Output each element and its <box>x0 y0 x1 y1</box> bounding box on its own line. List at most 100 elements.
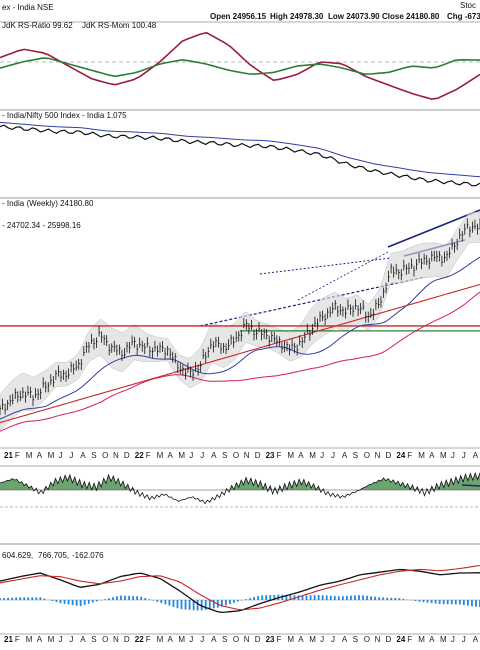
trendline-upper <box>387 209 480 248</box>
x-tick-label: F <box>15 635 20 644</box>
x-tick-label: A <box>298 451 304 460</box>
x-tick-label: J <box>69 451 73 460</box>
x-tick-label: 21 <box>4 635 13 644</box>
x-tick-label: A <box>342 635 348 644</box>
x-tick-label: N <box>244 635 250 644</box>
x-tick-label: A <box>473 635 479 644</box>
horizontal-lines <box>0 325 480 332</box>
x-tick-label: A <box>168 451 174 460</box>
header-open: Open 24956.15 <box>210 12 267 21</box>
rrg-series-1 <box>0 57 480 78</box>
x-tick-label: 22 <box>135 635 144 644</box>
x-tick-label: 24 <box>396 635 405 644</box>
x-tick-label: J <box>451 635 455 644</box>
x-tick-label: M <box>48 635 55 644</box>
macd-signal-line <box>0 564 480 611</box>
x-tick-label: F <box>407 635 412 644</box>
x-tick-label: A <box>473 451 479 460</box>
macd-label-b: 766.705, <box>38 551 69 560</box>
x-tick-label: M <box>178 451 185 460</box>
x-tick-label: A <box>80 635 86 644</box>
x-tick-label: M <box>309 451 316 460</box>
rrg-label-mom: JdK RS-Mom 100.48 <box>82 21 157 30</box>
osc-trendline <box>461 484 480 487</box>
x-tick-label: A <box>168 635 174 644</box>
x-tick-label: 22 <box>135 451 144 460</box>
x-tick-label: F <box>146 635 151 644</box>
x-tick-label: N <box>244 451 250 460</box>
x-tick-label: F <box>15 451 20 460</box>
x-tick-label: M <box>157 635 164 644</box>
x-tick-label: J <box>59 635 63 644</box>
x-tick-label: M <box>287 451 294 460</box>
dotted-line-inner <box>297 251 389 301</box>
x-tick-label: A <box>80 451 86 460</box>
osc-line <box>0 472 480 505</box>
rrg-label-ratio: JdK RS-Ratio 99.62 <box>2 21 73 30</box>
relative-label: - India/Nifty 500 Index - India 1.075 <box>2 111 127 120</box>
x-tick-label: S <box>353 451 358 460</box>
header-chg: Chg -673 <box>447 12 480 21</box>
x-tick-label: A <box>298 635 304 644</box>
ma-short <box>0 256 480 420</box>
x-tick-label: J <box>189 451 193 460</box>
x-tick-label: J <box>189 635 193 644</box>
x-tick-label: M <box>418 451 425 460</box>
x-tick-label: J <box>200 635 204 644</box>
x-tick-label: M <box>48 451 55 460</box>
x-tick-label: O <box>364 635 370 644</box>
x-tick-label: J <box>320 451 324 460</box>
x-tick-label: J <box>200 451 204 460</box>
x-axis-labels: 21 F M A M J J A S O N D 22 F M A M J J A S O N D 23 F M A M J J A S O N D 2… <box>4 451 479 644</box>
x-tick-label: S <box>91 451 96 460</box>
rrg-lines <box>0 31 480 100</box>
x-tick-label: O <box>233 635 239 644</box>
x-tick-label: F <box>277 451 282 460</box>
x-tick-label: S <box>91 635 96 644</box>
x-tick-label: J <box>462 635 466 644</box>
x-tick-label: S <box>222 635 227 644</box>
x-tick-label: O <box>364 451 370 460</box>
dotted-channel-upper <box>259 257 391 275</box>
x-tick-label: M <box>157 451 164 460</box>
x-tick-label: 24 <box>396 451 405 460</box>
x-tick-label: J <box>331 635 335 644</box>
x-tick-label: D <box>255 451 261 460</box>
header-high: High 24978.30 <box>270 12 324 21</box>
x-tick-label: A <box>37 635 43 644</box>
x-tick-label: D <box>124 451 130 460</box>
ma-long <box>0 283 480 424</box>
x-tick-label: O <box>233 451 239 460</box>
x-tick-label: 23 <box>266 451 275 460</box>
macd <box>0 564 480 614</box>
x-tick-label: M <box>26 451 33 460</box>
x-tick-label: M <box>287 635 294 644</box>
relative-series <box>0 124 480 187</box>
bollinger-area <box>0 211 480 431</box>
x-tick-label: M <box>178 635 185 644</box>
x-tick-label: S <box>222 451 227 460</box>
x-tick-label: 21 <box>4 451 13 460</box>
x-tick-label: O <box>102 635 108 644</box>
rrg-series-0 <box>0 31 480 100</box>
x-tick-label: A <box>211 451 217 460</box>
x-tick-label: 23 <box>266 635 275 644</box>
relative-lines <box>0 121 480 187</box>
x-tick-label: M <box>440 451 447 460</box>
relative-ma <box>0 121 480 178</box>
x-tick-label: J <box>451 451 455 460</box>
x-tick-label: M <box>418 635 425 644</box>
x-tick-label: F <box>146 451 151 460</box>
x-tick-label: N <box>375 451 381 460</box>
frame-price <box>0 197 480 449</box>
x-tick-label: J <box>320 635 324 644</box>
x-tick-label: D <box>124 635 130 644</box>
x-tick-label: J <box>462 451 466 460</box>
x-tick-label: N <box>113 451 119 460</box>
macd-line <box>0 568 480 614</box>
x-tick-label: M <box>440 635 447 644</box>
x-tick-label: J <box>59 451 63 460</box>
x-tick-label: J <box>331 451 335 460</box>
moving-averages <box>0 256 480 432</box>
